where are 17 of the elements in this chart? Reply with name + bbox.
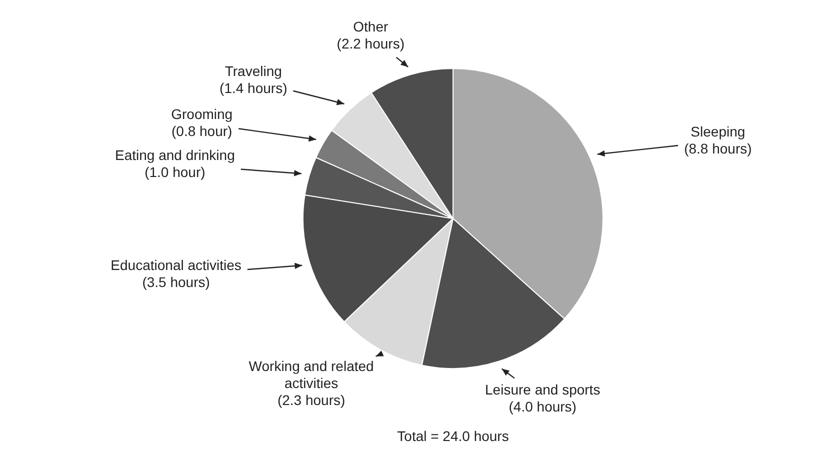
data-label: (8.8 hours): [684, 140, 752, 157]
data-label: (1.0 hour): [144, 164, 206, 180]
data-label: (0.8 hour): [172, 122, 232, 139]
text: Total = 24.0 hours: [397, 428, 509, 444]
slice-label: Sleeping: [690, 124, 746, 140]
data-label: (2.3 hours): [277, 392, 346, 408]
slice-label: Eating and drinking: [115, 146, 235, 163]
slice-label: Educational activities: [110, 257, 242, 274]
slice-label: Grooming: [171, 106, 233, 122]
data-label: (3.5 hours): [142, 274, 210, 290]
slice-label: Leisure and sports: [485, 382, 600, 398]
data-label: (4.0 hours): [508, 398, 576, 415]
slice-label: Working and related activities: [248, 358, 374, 392]
data-label: (1.4 hours): [220, 80, 288, 96]
slice-label: Traveling: [224, 63, 282, 80]
data-label: (2.2 hours): [336, 36, 404, 52]
slice-label: Other: [353, 18, 388, 35]
